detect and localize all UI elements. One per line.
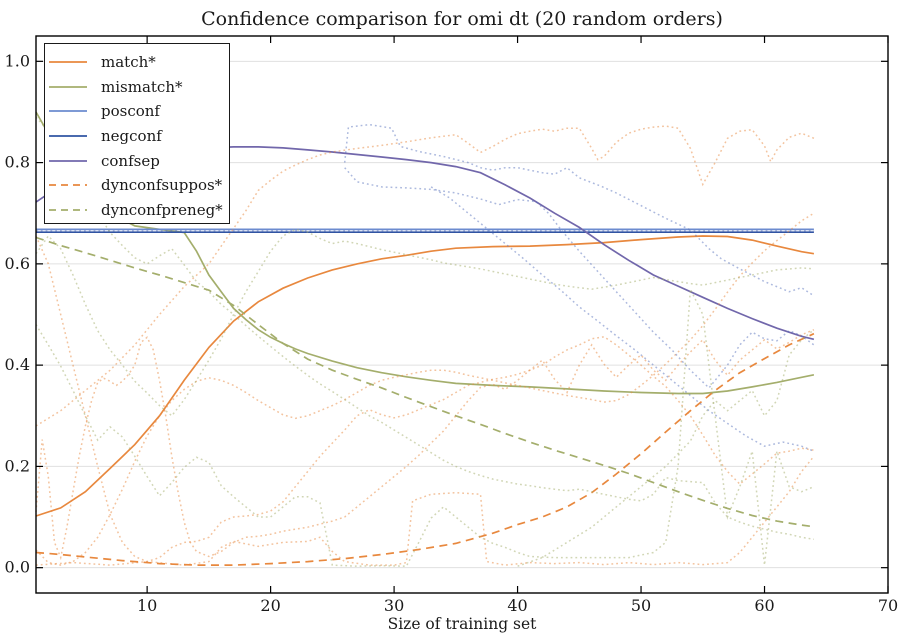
legend-line-sample-match <box>45 59 91 65</box>
legend-line-sample-posconf <box>45 108 91 114</box>
series-dynconfsuppos <box>35 332 815 566</box>
series-run-blue-2 <box>344 167 815 390</box>
x-tick-label: 50 <box>631 596 651 615</box>
legend-line-sample-mismatch <box>45 84 91 90</box>
y-tick-label: 0.8 <box>5 153 30 172</box>
legend-item-match: match* <box>45 50 229 75</box>
legend-line-sample-negconf <box>45 133 91 139</box>
legend-label-match: match* <box>101 53 156 72</box>
series-run-orange-5 <box>35 455 815 566</box>
series-run-orange-2 <box>35 212 815 566</box>
series-dynconfpreneg <box>35 236 815 528</box>
y-tick-label: 0.2 <box>5 456 30 475</box>
legend-item-posconf: posconf <box>45 99 229 124</box>
x-tick-label: 40 <box>507 596 527 615</box>
series-match <box>35 235 815 517</box>
legend-label-negconf: negconf <box>101 127 162 146</box>
legend-line-sample-confsep <box>45 158 91 164</box>
series-run-blue-3 <box>430 186 815 452</box>
series-run-orange-3 <box>35 329 815 561</box>
legend-item-dynconfpreneg: dynconfpreneg* <box>45 198 229 223</box>
legend-item-dynconfsuppos: dynconfsuppos* <box>45 173 229 198</box>
legend-label-posconf: posconf <box>101 102 160 121</box>
x-tick-label: 20 <box>260 596 280 615</box>
y-tick-label: 0.4 <box>5 355 30 374</box>
y-tick-label: 1.0 <box>5 51 30 70</box>
axis-frame <box>35 35 889 594</box>
series-run-blue-1 <box>343 123 815 297</box>
x-tick-label: 10 <box>137 596 157 615</box>
legend-label-dynconfpreneg: dynconfpreneg* <box>101 200 223 219</box>
series-run-orange-1 <box>35 125 815 427</box>
legend-line-sample-dynconfsuppos <box>45 182 91 188</box>
series-run-olive-3 <box>35 286 815 567</box>
legend-line-sample-dynconfpreneg <box>45 207 91 213</box>
ticks <box>36 36 889 593</box>
y-tick-label: 0.6 <box>5 254 30 273</box>
legend-label-mismatch: mismatch* <box>101 77 183 96</box>
series-run-olive-2 <box>35 228 814 417</box>
y-tick-label: 0.0 <box>5 558 30 577</box>
legend-label-confsep: confsep <box>101 151 160 170</box>
chart-title: Confidence comparison for omi dt (20 ran… <box>201 8 723 30</box>
legend-item-confsep: confsep <box>45 148 229 173</box>
series-run-olive-4 <box>517 329 815 567</box>
x-tick-label: 30 <box>384 596 404 615</box>
legend-item-negconf: negconf <box>45 124 229 149</box>
legend-label-dynconfsuppos: dynconfsuppos* <box>101 176 223 195</box>
x-axis-label: Size of training set <box>387 615 537 633</box>
legend: match* mismatch* posconf negconf confsep dync… <box>44 43 230 224</box>
legend-item-mismatch: mismatch* <box>45 75 229 100</box>
x-tick-label: 60 <box>754 596 774 615</box>
x-tick-label: 70 <box>878 596 898 615</box>
